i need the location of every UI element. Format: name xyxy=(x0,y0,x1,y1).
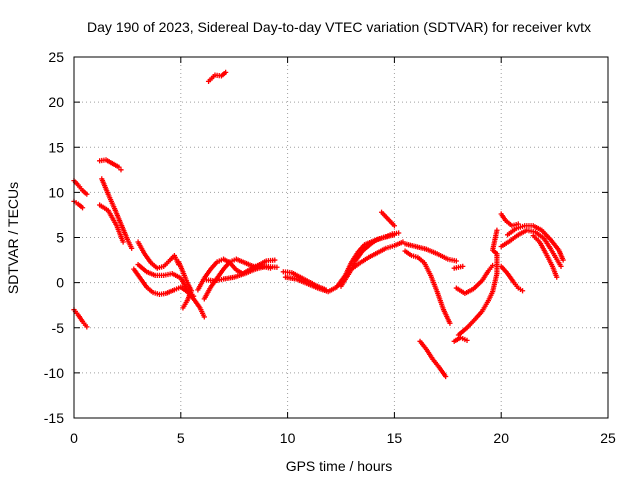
y-tick-label: 0 xyxy=(56,275,64,291)
grid xyxy=(74,57,608,418)
series-arc-26 xyxy=(455,227,500,338)
x-tick-label: 25 xyxy=(600,430,616,446)
series-arc-23 xyxy=(451,263,466,271)
data-point xyxy=(223,69,229,75)
y-tick-label: 10 xyxy=(48,184,64,200)
series-arc-10 xyxy=(176,259,195,311)
data-point xyxy=(560,257,566,263)
x-tick-label: 0 xyxy=(70,430,78,446)
tick-labels: 0 5 10 15 20 25 -15 -10 -5 0 5 10 15 20 25 xyxy=(44,49,616,446)
series-arc-19 xyxy=(378,209,397,229)
chart-title: Day 190 of 2023, Sidereal Day-to-day VTE… xyxy=(87,19,591,35)
y-tick-label: -5 xyxy=(52,320,65,336)
data-point xyxy=(464,337,470,343)
series-arc-22 xyxy=(417,338,449,380)
data-point xyxy=(180,305,186,311)
data-point xyxy=(274,264,280,270)
series-arc-31 xyxy=(498,263,526,294)
x-tick-label: 20 xyxy=(493,430,509,446)
data-point xyxy=(396,230,402,236)
series-arc-5 xyxy=(99,176,135,251)
series-arc-20 xyxy=(402,241,459,264)
y-tick-label: 20 xyxy=(48,94,64,110)
data-point xyxy=(201,314,207,320)
data-point xyxy=(79,205,86,211)
series-arc-25 xyxy=(451,335,470,344)
data-point xyxy=(272,257,278,263)
y-tick-label: -10 xyxy=(44,365,64,381)
series-arc-13 xyxy=(203,263,280,284)
x-axis-label: GPS time / hours xyxy=(286,458,393,474)
series-arc-24 xyxy=(453,262,496,297)
series-arc-18 xyxy=(349,239,406,272)
x-tick-label: 5 xyxy=(177,430,185,446)
data-point xyxy=(494,227,500,233)
data-point xyxy=(120,239,126,245)
series-arc-21 xyxy=(402,248,453,326)
data-point xyxy=(391,223,397,229)
y-tick-label: 25 xyxy=(48,49,64,65)
data-point xyxy=(558,263,564,269)
y-axis-label: SDTVAR / TECUs xyxy=(5,182,21,294)
series-arc-2 xyxy=(71,198,86,211)
y-tick-label: 5 xyxy=(56,230,64,246)
data-point xyxy=(453,258,459,264)
series-arc-4 xyxy=(97,157,124,173)
data-point xyxy=(554,274,560,280)
data-point xyxy=(116,164,122,170)
series-arc-17 xyxy=(338,230,402,289)
series-arc-30 xyxy=(530,233,560,280)
data-point xyxy=(443,373,449,380)
data-point xyxy=(118,167,124,173)
y-tick-label: -15 xyxy=(44,410,64,426)
data-point xyxy=(447,320,453,326)
x-tick-label: 15 xyxy=(387,430,403,446)
series-arc-6 xyxy=(97,202,126,245)
y-tick-label: 15 xyxy=(48,139,64,155)
data-point xyxy=(460,263,466,269)
series-arc-28 xyxy=(498,227,564,269)
data-points xyxy=(71,69,566,380)
data-point xyxy=(519,288,526,294)
data-point xyxy=(84,324,90,330)
x-tick-label: 10 xyxy=(280,430,296,446)
series-arc-29 xyxy=(505,223,566,263)
data-point xyxy=(84,191,90,197)
axis-ticks xyxy=(73,56,609,419)
data-point xyxy=(129,245,135,251)
data-point xyxy=(490,262,496,269)
series-arc-27 xyxy=(498,211,521,229)
series-arc-14 xyxy=(205,69,229,84)
series-arc-7 xyxy=(135,239,182,271)
